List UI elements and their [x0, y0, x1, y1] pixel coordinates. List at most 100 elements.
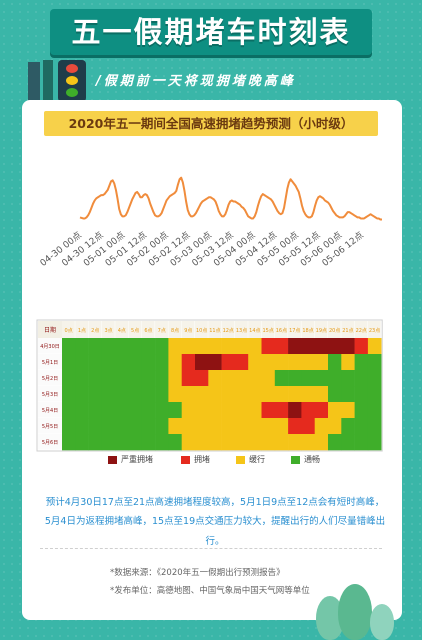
- heatmap-row-label: 5月4日: [42, 408, 58, 414]
- heatmap-column-label: 12点: [223, 328, 234, 334]
- heatmap-cell: [274, 338, 289, 355]
- heatmap-cell: [62, 386, 76, 403]
- section-divider: [40, 548, 382, 549]
- heatmap-corner-label: 日期: [44, 326, 56, 334]
- heatmap-column-label: 17点: [289, 328, 300, 334]
- forecast-note-line-2: 5月4日为返程拥堵高峰，15点至19点交通压力较大，提醒出行的人们尽量错峰出行。: [44, 516, 386, 547]
- heatmap-column-header: [195, 321, 208, 338]
- heatmap-cell: [208, 370, 222, 387]
- heatmap-cell: [115, 434, 129, 451]
- publisher: *发布单位：高德地图、中国气象局中国天气网等单位: [110, 586, 310, 596]
- heatmap-cell: [75, 434, 89, 451]
- heatmap-column-header: [62, 321, 75, 338]
- heatmap-cell: [168, 354, 182, 371]
- heatmap-column-label: 2点: [91, 328, 99, 334]
- heatmap-cell: [195, 386, 209, 403]
- legend-label-congested: 拥堵: [194, 455, 210, 464]
- heatmap-column-header: [341, 321, 355, 338]
- heatmap-cell: [367, 354, 382, 371]
- heatmap-cell: [248, 386, 262, 403]
- heatmap-cell: [155, 402, 169, 419]
- heatmap-cell: [274, 354, 289, 371]
- heatmap-cell: [248, 354, 262, 371]
- heatmap-cell: [62, 370, 76, 387]
- heatmap-column-label: 19点: [316, 328, 327, 334]
- heatmap-cell: [221, 338, 236, 355]
- heatmap-row-header: [38, 386, 62, 402]
- heatmap-cell: [328, 338, 342, 355]
- heatmap-column-label: 8点: [171, 328, 179, 334]
- heatmap-column-header: [75, 321, 89, 338]
- legend-swatch-severe: [108, 456, 117, 464]
- tree-decoration: [338, 584, 372, 640]
- heatmap-column-label: 10点: [196, 328, 207, 334]
- heatmap-cell: [261, 402, 276, 419]
- heatmap-column-label: 21点: [342, 328, 353, 334]
- heatmap-cell: [101, 338, 116, 355]
- heatmap-cell: [195, 434, 209, 451]
- heatmap-cell: [208, 434, 222, 451]
- heatmap-cell: [261, 418, 276, 435]
- heatmap-cell: [101, 386, 116, 403]
- heatmap-cell: [301, 434, 315, 451]
- heatmap-cell: [195, 354, 209, 371]
- heatmap-cell: [234, 338, 249, 355]
- heatmap-cell: [314, 402, 329, 419]
- heatmap-cell: [88, 354, 103, 371]
- heatmap-column-header: [141, 321, 155, 338]
- heatmap-column-label: 7点: [158, 328, 166, 334]
- heatmap-cell: [168, 402, 182, 419]
- heatmap-cell: [301, 338, 315, 355]
- chart-title-bar: [44, 111, 378, 136]
- heatmap-cell: [155, 338, 169, 355]
- title-banner: [50, 9, 372, 55]
- heatmap-cell: [234, 370, 249, 387]
- heatmap-cell: [88, 386, 103, 403]
- heatmap-cell: [128, 418, 143, 435]
- heatmap-column-header: [101, 321, 115, 338]
- heatmap-cell: [301, 386, 315, 403]
- heatmap-cell: [115, 418, 129, 435]
- heatmap-column-header: [88, 321, 102, 338]
- heatmap-cell: [208, 338, 222, 355]
- heatmap-cell: [155, 434, 169, 451]
- heatmap-cell: [221, 354, 236, 371]
- heatmap-cell: [181, 434, 196, 451]
- heatmap-row-header: [38, 418, 62, 434]
- traffic-sign-post: [28, 62, 40, 106]
- heatmap-cell: [101, 418, 116, 435]
- heatmap-cell: [155, 418, 169, 435]
- trend-line-series: [79, 176, 382, 221]
- heatmap-cell: [354, 370, 369, 387]
- heatmap-cell: [234, 418, 249, 435]
- heatmap-cell: [274, 386, 289, 403]
- heatmap-cell: [261, 354, 276, 371]
- legend-label-slow: 缓行: [249, 455, 265, 464]
- heatmap-cell: [168, 338, 182, 355]
- heatmap-cell: [234, 386, 249, 403]
- heatmap-cell: [314, 338, 329, 355]
- heatmap-cell: [75, 370, 89, 387]
- heatmap-cell: [328, 418, 342, 435]
- heatmap-cell: [208, 418, 222, 435]
- heatmap-cell: [328, 354, 342, 371]
- heatmap-cell: [101, 434, 116, 451]
- trend-line-chart: [79, 176, 382, 221]
- heatmap-row-label: 5月3日: [42, 392, 58, 398]
- heatmap-cell: [354, 338, 369, 355]
- heatmap-cell: [354, 402, 369, 419]
- heatmap-cell: [62, 402, 76, 419]
- heatmap-cell: [341, 434, 355, 451]
- heatmap-cell: [221, 402, 236, 419]
- yellow-light-icon: [66, 76, 78, 85]
- heatmap-row-label: 5月1日: [42, 360, 58, 366]
- heatmap-cell: [288, 386, 302, 403]
- congestion-heatmap: 日期 0点 1点 2点 3点 4点 5点 6点 7点 8点 9点 10点 11点 12点 13点 14点 15点…: [36, 319, 383, 452]
- chart-title: 2020年五一期间全国高速拥堵趋势预测（小时级）: [68, 116, 354, 131]
- heatmap-cell: [62, 434, 76, 451]
- heatmap-column-header: [181, 321, 195, 338]
- heatmap-cell: [234, 354, 249, 371]
- heatmap-cell: [274, 418, 289, 435]
- heatmap-cell: [141, 402, 156, 419]
